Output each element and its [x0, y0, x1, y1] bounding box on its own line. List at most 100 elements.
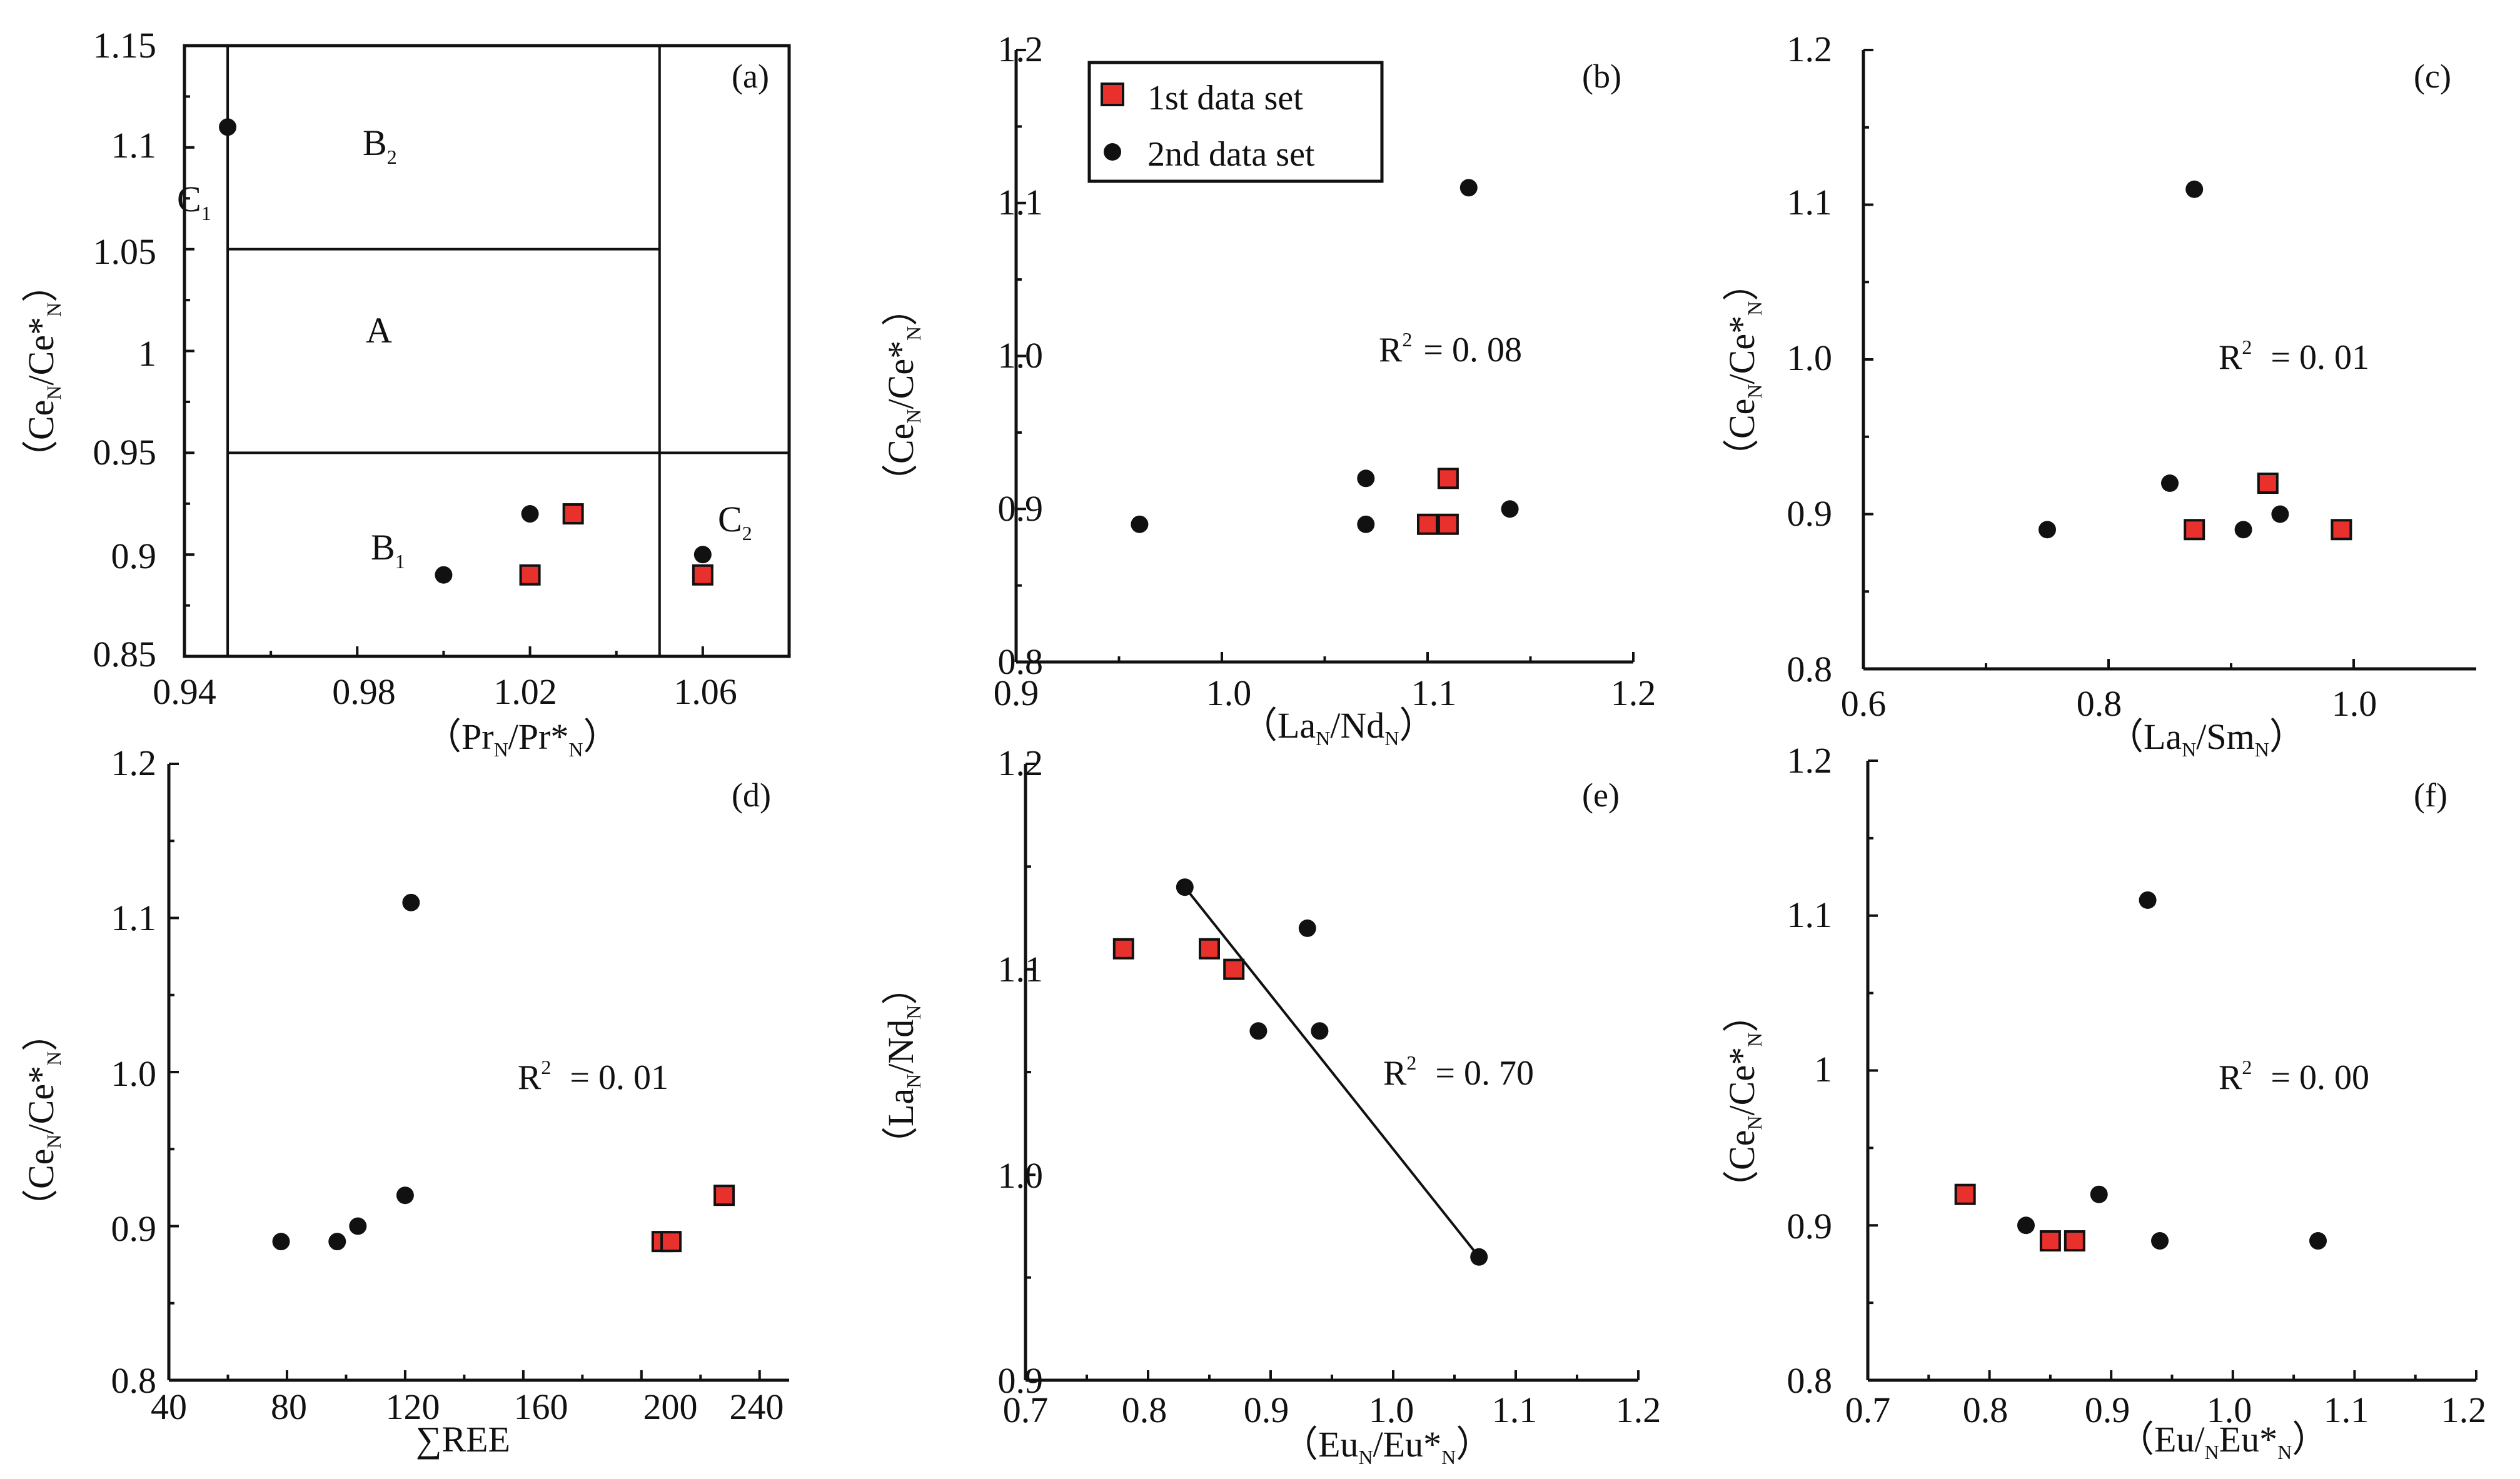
panel-label-e: (e) [1582, 776, 1620, 814]
point-second-f-3 [2151, 1232, 2169, 1250]
xtick-d-5: 240 [730, 1386, 784, 1427]
point-first-c-0 [2184, 519, 2205, 541]
ytick-d-1: 0.9 [111, 1208, 157, 1249]
point-second-d-4 [402, 893, 420, 911]
point-first-f-2 [2064, 1230, 2085, 1252]
point-first-b-1 [1437, 513, 1459, 535]
point-second-e-4 [1470, 1248, 1488, 1266]
xtick-e-3: 1.0 [1369, 1390, 1414, 1430]
point-first-e-0 [1112, 938, 1134, 960]
xtick-b-1: 1.0 [1206, 673, 1252, 713]
xtick-e-2: 0.9 [1244, 1390, 1289, 1430]
point-second-f-1 [2090, 1185, 2108, 1203]
ylabel-a: （CeN/Ce*N） [21, 266, 65, 476]
point-second-f-4 [2309, 1232, 2327, 1250]
xtick-c-1: 0.8 [2077, 683, 2122, 724]
xtick-c-0: 0.6 [1841, 683, 1887, 724]
point-first-d-2 [713, 1185, 735, 1206]
point-first-b-0 [1417, 513, 1438, 535]
point-second-c-1 [2161, 474, 2179, 492]
xtick-e-0: 0.7 [1003, 1390, 1049, 1430]
panel-label-f: (f) [2414, 776, 2447, 814]
ylabel-e: （LaN/NdN） [880, 969, 925, 1163]
point-second-d-2 [349, 1217, 367, 1235]
point-first-c-2 [2331, 519, 2352, 541]
xtick-d-1: 80 [271, 1386, 307, 1427]
xtick-f-2: 0.9 [2085, 1390, 2130, 1430]
point-second-e-3 [1311, 1022, 1329, 1040]
ytick-f-0: 0.8 [1787, 1360, 1833, 1401]
xtick-e-5: 1.2 [1616, 1390, 1661, 1430]
ytick-e-1: 1.0 [998, 1155, 1044, 1196]
point-second-b-1 [1357, 469, 1375, 488]
panel-b: 0.8 0.9 1.0 1.1 1.2 0.9 1.0 1.1 1.2 (b) … [880, 29, 1656, 750]
xtick-f-0: 0.7 [1845, 1390, 1891, 1430]
ytick-f-1: 0.9 [1787, 1206, 1833, 1246]
ytick-d-3: 1.1 [111, 898, 157, 938]
point-first-d-1 [660, 1231, 682, 1253]
xtick-d-0: 40 [151, 1386, 187, 1427]
point-first-e-2 [1223, 958, 1245, 980]
xtick-a-2: 1.02 [493, 671, 557, 712]
point-second-f-2 [2139, 891, 2157, 909]
panel-c: 0.8 0.9 1.0 1.1 1.2 0.6 0.8 1.0 (c) R2 = … [1721, 29, 2451, 761]
legend-marker-first [1101, 83, 1124, 106]
xlabel-e: （EuN/Eu*N） [1282, 1424, 1492, 1468]
point-second-c-0 [2039, 521, 2056, 539]
xtick-d-4: 200 [643, 1386, 698, 1427]
ytick-c-4: 1.2 [1787, 29, 1833, 69]
point-first-b-2 [1437, 468, 1459, 489]
point-first-a-1 [519, 564, 541, 586]
point-second-d-0 [272, 1233, 290, 1251]
panel-f: 0.8 0.9 1 1.1 1.2 0.7 0.8 0.9 1.0 1.1 1.… [1721, 740, 2486, 1463]
point-first-f-1 [2039, 1230, 2061, 1252]
legend-label-second: 2nd data set [1147, 135, 1315, 174]
zone-label-b2: B2 [363, 123, 397, 168]
point-second-e-0 [1176, 878, 1194, 896]
ytick-f-4: 1.2 [1787, 740, 1833, 781]
point-second-b-4 [1501, 500, 1519, 518]
panel-label-b: (b) [1582, 58, 1621, 95]
panel-label-a: (a) [732, 58, 769, 95]
point-first-c-1 [2257, 473, 2279, 494]
ylabel-d: （CeN/Ce*N） [21, 1015, 65, 1225]
xlabel-d: ∑REE [416, 1419, 510, 1460]
ytick-c-2: 1.0 [1787, 338, 1833, 378]
xtick-e-1: 0.8 [1122, 1390, 1167, 1430]
ytick-a-2: 0.95 [93, 432, 157, 473]
point-second-f-0 [2017, 1216, 2035, 1235]
ytick-a-0: 0.85 [93, 634, 157, 674]
xtick-f-4: 1.1 [2324, 1390, 2369, 1430]
zone-label-a: A [366, 310, 392, 351]
ytick-f-2: 1 [1814, 1049, 1832, 1090]
zone-label-b1: B1 [371, 527, 405, 573]
panel-e: 0.9 1.0 1.1 1.2 0.7 0.8 0.9 1.0 1.1 1.2 … [880, 743, 1661, 1468]
xtick-f-3: 1.0 [2207, 1390, 2252, 1430]
ytick-a-3: 1 [138, 333, 156, 374]
point-second-a-2 [435, 566, 453, 584]
xtick-d-2: 120 [386, 1386, 440, 1427]
panel-label-d: (d) [732, 776, 771, 814]
point-second-b-3 [1459, 179, 1478, 197]
xtick-b-3: 1.2 [1611, 673, 1656, 713]
xtick-a-1: 0.98 [332, 671, 396, 712]
point-first-a-0 [562, 503, 584, 525]
ylabel-c: （CeN/Ce*N） [1721, 265, 1766, 475]
r2-label-e: R2 = 0. 70 [1383, 1051, 1534, 1093]
point-first-f-0 [1954, 1183, 1976, 1205]
point-second-b-0 [1131, 515, 1149, 533]
ytick-e-2: 1.1 [998, 949, 1044, 990]
xlabel-b: （LaN/NdN） [1241, 705, 1435, 750]
ytick-c-0: 0.8 [1787, 649, 1833, 689]
point-first-e-1 [1199, 938, 1220, 960]
trendline-e [1184, 886, 1480, 1258]
ylabel-f: （CeN/Ce*N） [1721, 996, 1766, 1206]
point-second-d-1 [328, 1233, 346, 1251]
ytick-c-3: 1.1 [1787, 182, 1833, 223]
panel-d: 0.8 0.9 1.0 1.1 1.2 40 80 120 160 200 24… [21, 743, 784, 1460]
legend-label-first: 1st data set [1147, 79, 1303, 118]
legend-box [1087, 61, 1384, 183]
zone-label-c1: C1 [177, 179, 211, 224]
legend-marker-second [1104, 143, 1121, 161]
